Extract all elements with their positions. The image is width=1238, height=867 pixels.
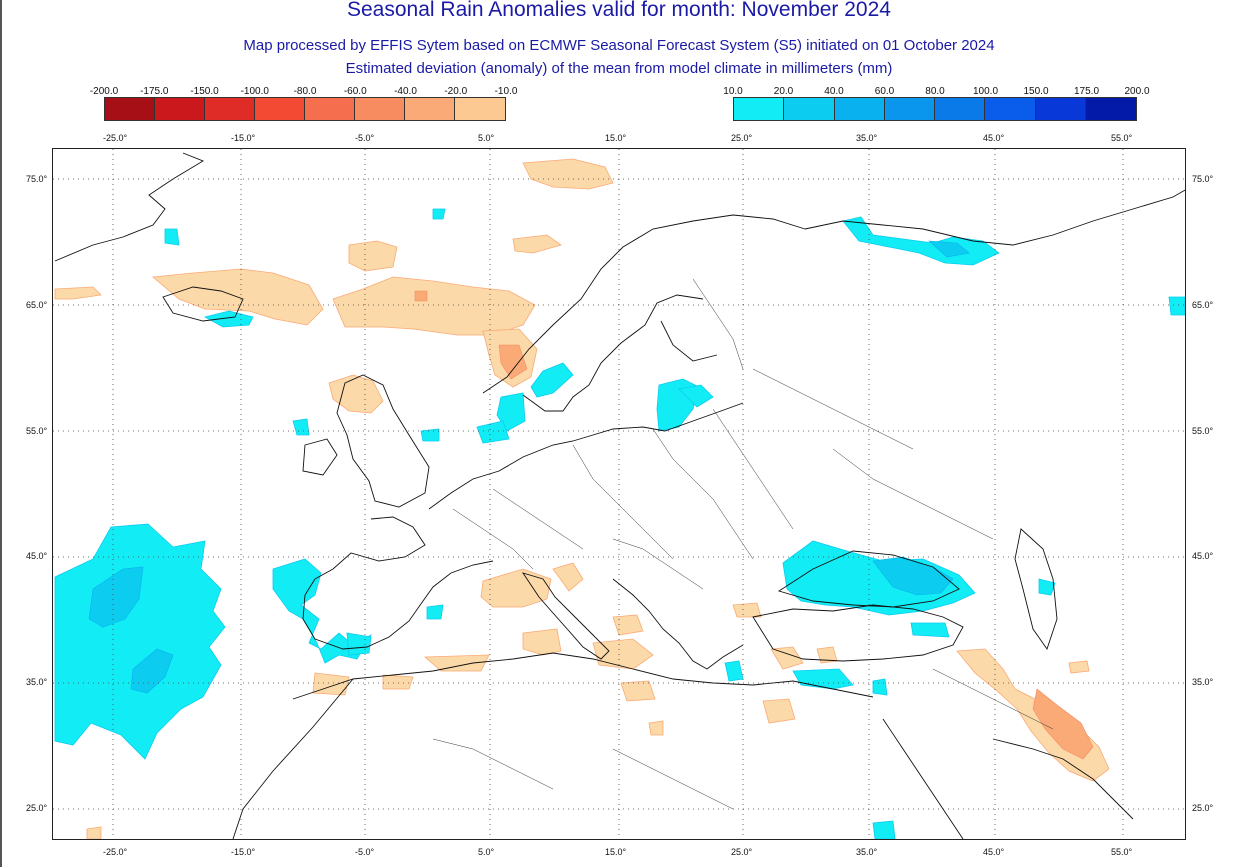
longitude-label: 5.0° <box>478 847 495 857</box>
longitude-label: 35.0° <box>856 847 878 857</box>
graticule <box>53 149 1185 839</box>
latitude-label: 45.0° <box>26 551 48 561</box>
map-subtitle: Map processed by EFFIS Sytem based on EC… <box>243 37 995 54</box>
legend-swatch <box>1085 98 1136 120</box>
legend-label: 100.0 <box>972 86 999 97</box>
legend-swatch <box>305 98 355 120</box>
latitude-label: 65.0° <box>26 300 48 310</box>
legend-label: 80.0 <box>925 86 945 97</box>
map-svg <box>53 149 1185 839</box>
longitude-label: -15.0° <box>231 847 256 857</box>
legend-swatch <box>935 98 986 120</box>
longitude-label: 45.0° <box>983 133 1005 143</box>
latitude-label: 45.0° <box>1192 551 1214 561</box>
positive-anomaly-areas <box>54 208 1185 839</box>
legend-label: -80.0 <box>293 86 317 97</box>
map-description: Estimated deviation (anomaly) of the mea… <box>345 60 893 77</box>
latitude-label: 35.0° <box>1192 677 1214 687</box>
latitude-label: 25.0° <box>26 803 48 813</box>
legend-label: 150.0 <box>1023 86 1049 97</box>
latitude-label: 55.0° <box>26 426 48 436</box>
coastlines <box>54 152 1185 839</box>
legend-swatch <box>405 98 455 120</box>
legend-label: 10.0 <box>723 86 743 97</box>
longitude-label: 55.0° <box>1111 133 1133 143</box>
legend-swatch <box>105 98 155 120</box>
legend-swatch <box>355 98 405 120</box>
legend-swatch <box>884 98 935 120</box>
legend-swatch <box>734 98 785 120</box>
longitude-label: 5.0° <box>478 133 495 143</box>
longitude-label: -25.0° <box>103 847 128 857</box>
longitude-label: -5.0° <box>355 133 375 143</box>
legend-label: -100.0 <box>240 86 269 97</box>
legend-label: 40.0 <box>824 86 844 97</box>
legend-label: -10.0 <box>494 86 518 97</box>
legend-swatch <box>784 98 835 120</box>
legend-label: -40.0 <box>394 86 417 97</box>
longitude-label: -5.0° <box>355 847 375 857</box>
map-panel[interactable] <box>52 148 1186 840</box>
longitude-label: 45.0° <box>983 847 1005 857</box>
legend-label: 60.0 <box>874 86 895 97</box>
legend-label: -175.0 <box>140 86 169 97</box>
longitude-label: 15.0° <box>605 133 627 143</box>
latitude-label: 75.0° <box>1192 174 1214 184</box>
map-title: Seasonal Rain Anomalies valid for month:… <box>347 0 891 21</box>
legend-label: 200.0 <box>1124 86 1150 97</box>
legend-positive-colorbar <box>733 97 1137 121</box>
longitude-label: 15.0° <box>605 847 627 857</box>
latitude-label: 25.0° <box>1192 803 1214 813</box>
longitude-label: 35.0° <box>856 133 878 143</box>
positive-anomaly-strong <box>88 240 970 694</box>
legend-negative-colorbar <box>104 97 506 121</box>
legend-label: -60.0 <box>343 86 367 97</box>
longitude-label: 25.0° <box>731 847 753 857</box>
country-borders <box>432 278 1054 810</box>
legend-label: -20.0 <box>444 86 468 97</box>
longitude-label: -25.0° <box>103 133 128 143</box>
latitude-label: 65.0° <box>1192 300 1214 310</box>
legend-label: -150.0 <box>190 86 219 97</box>
negative-anomaly-strong <box>414 290 1094 760</box>
latitude-label: 75.0° <box>26 174 48 184</box>
legend-label: 20.0 <box>773 86 794 97</box>
left-border <box>0 0 2 867</box>
longitude-label: 25.0° <box>731 133 753 143</box>
legend-label: -200.0 <box>89 86 119 97</box>
legend-swatch <box>255 98 305 120</box>
latitude-label: 35.0° <box>26 677 48 687</box>
legend-swatch <box>985 98 1036 120</box>
longitude-label: -15.0° <box>231 133 256 143</box>
legend-swatch <box>455 98 505 120</box>
latitude-label: 55.0° <box>1192 426 1214 436</box>
legend-swatch <box>155 98 205 120</box>
legend-swatch <box>1035 98 1086 120</box>
legend-swatch <box>205 98 255 120</box>
longitude-label: 55.0° <box>1111 847 1133 857</box>
legend-swatch <box>834 98 885 120</box>
legend-label: 175.0 <box>1073 86 1100 97</box>
